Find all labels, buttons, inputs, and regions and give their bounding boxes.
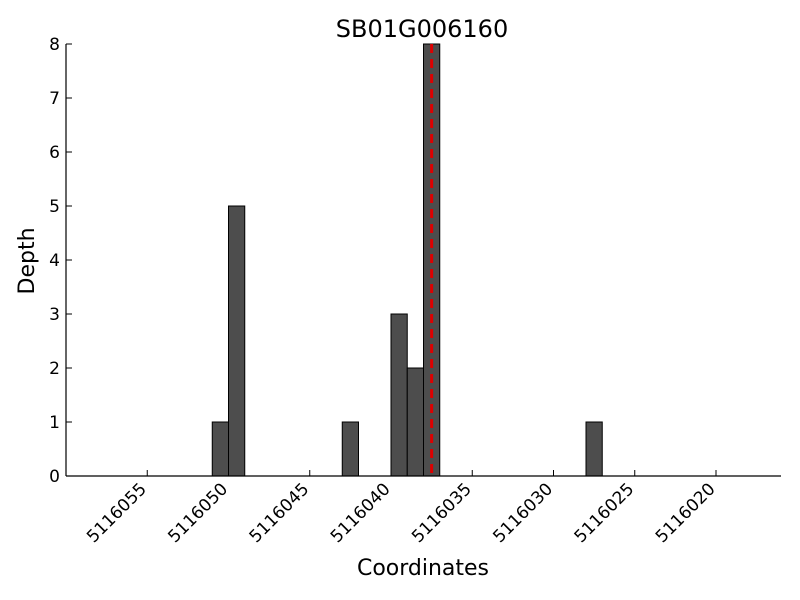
x-axis-label: Coordinates [357, 556, 489, 581]
y-tick-label: 4 [49, 251, 60, 271]
bars-group [211, 43, 603, 477]
x-tick-label: 5116030 [489, 479, 557, 547]
bar [406, 367, 424, 477]
x-tick-label: 5116025 [571, 479, 639, 547]
x-ticks-group: 5116055 5116050 5116045 5116040 5116035 51160… [83, 470, 720, 547]
y-tick-label: 6 [49, 143, 60, 163]
chart-title: SB01G006160 [336, 15, 508, 43]
y-tick-label: 3 [49, 305, 60, 325]
bar [585, 421, 603, 477]
x-tick-label: 5116055 [83, 479, 151, 547]
bar [390, 313, 408, 477]
y-ticks-group: 0 1 2 3 4 5 6 7 8 [49, 35, 72, 487]
y-tick-label: 8 [49, 35, 60, 55]
y-tick-label: 5 [49, 197, 60, 217]
x-tick-label: 5116040 [327, 479, 395, 547]
x-tick-label: 5116020 [652, 479, 720, 547]
x-tick-label: 5116050 [164, 479, 232, 547]
y-tick-label: 2 [49, 359, 60, 379]
y-tick-label: 0 [49, 467, 60, 487]
y-tick-label: 7 [49, 89, 60, 109]
x-tick-label: 5116035 [408, 479, 476, 547]
y-tick-label: 1 [49, 413, 60, 433]
bar [211, 421, 229, 477]
bar [228, 205, 246, 477]
y-axis-label: Depth [15, 227, 40, 294]
bar [341, 421, 359, 477]
x-tick-label: 5116045 [246, 479, 314, 547]
